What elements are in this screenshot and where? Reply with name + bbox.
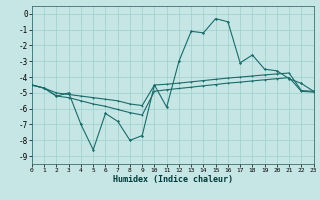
- X-axis label: Humidex (Indice chaleur): Humidex (Indice chaleur): [113, 175, 233, 184]
